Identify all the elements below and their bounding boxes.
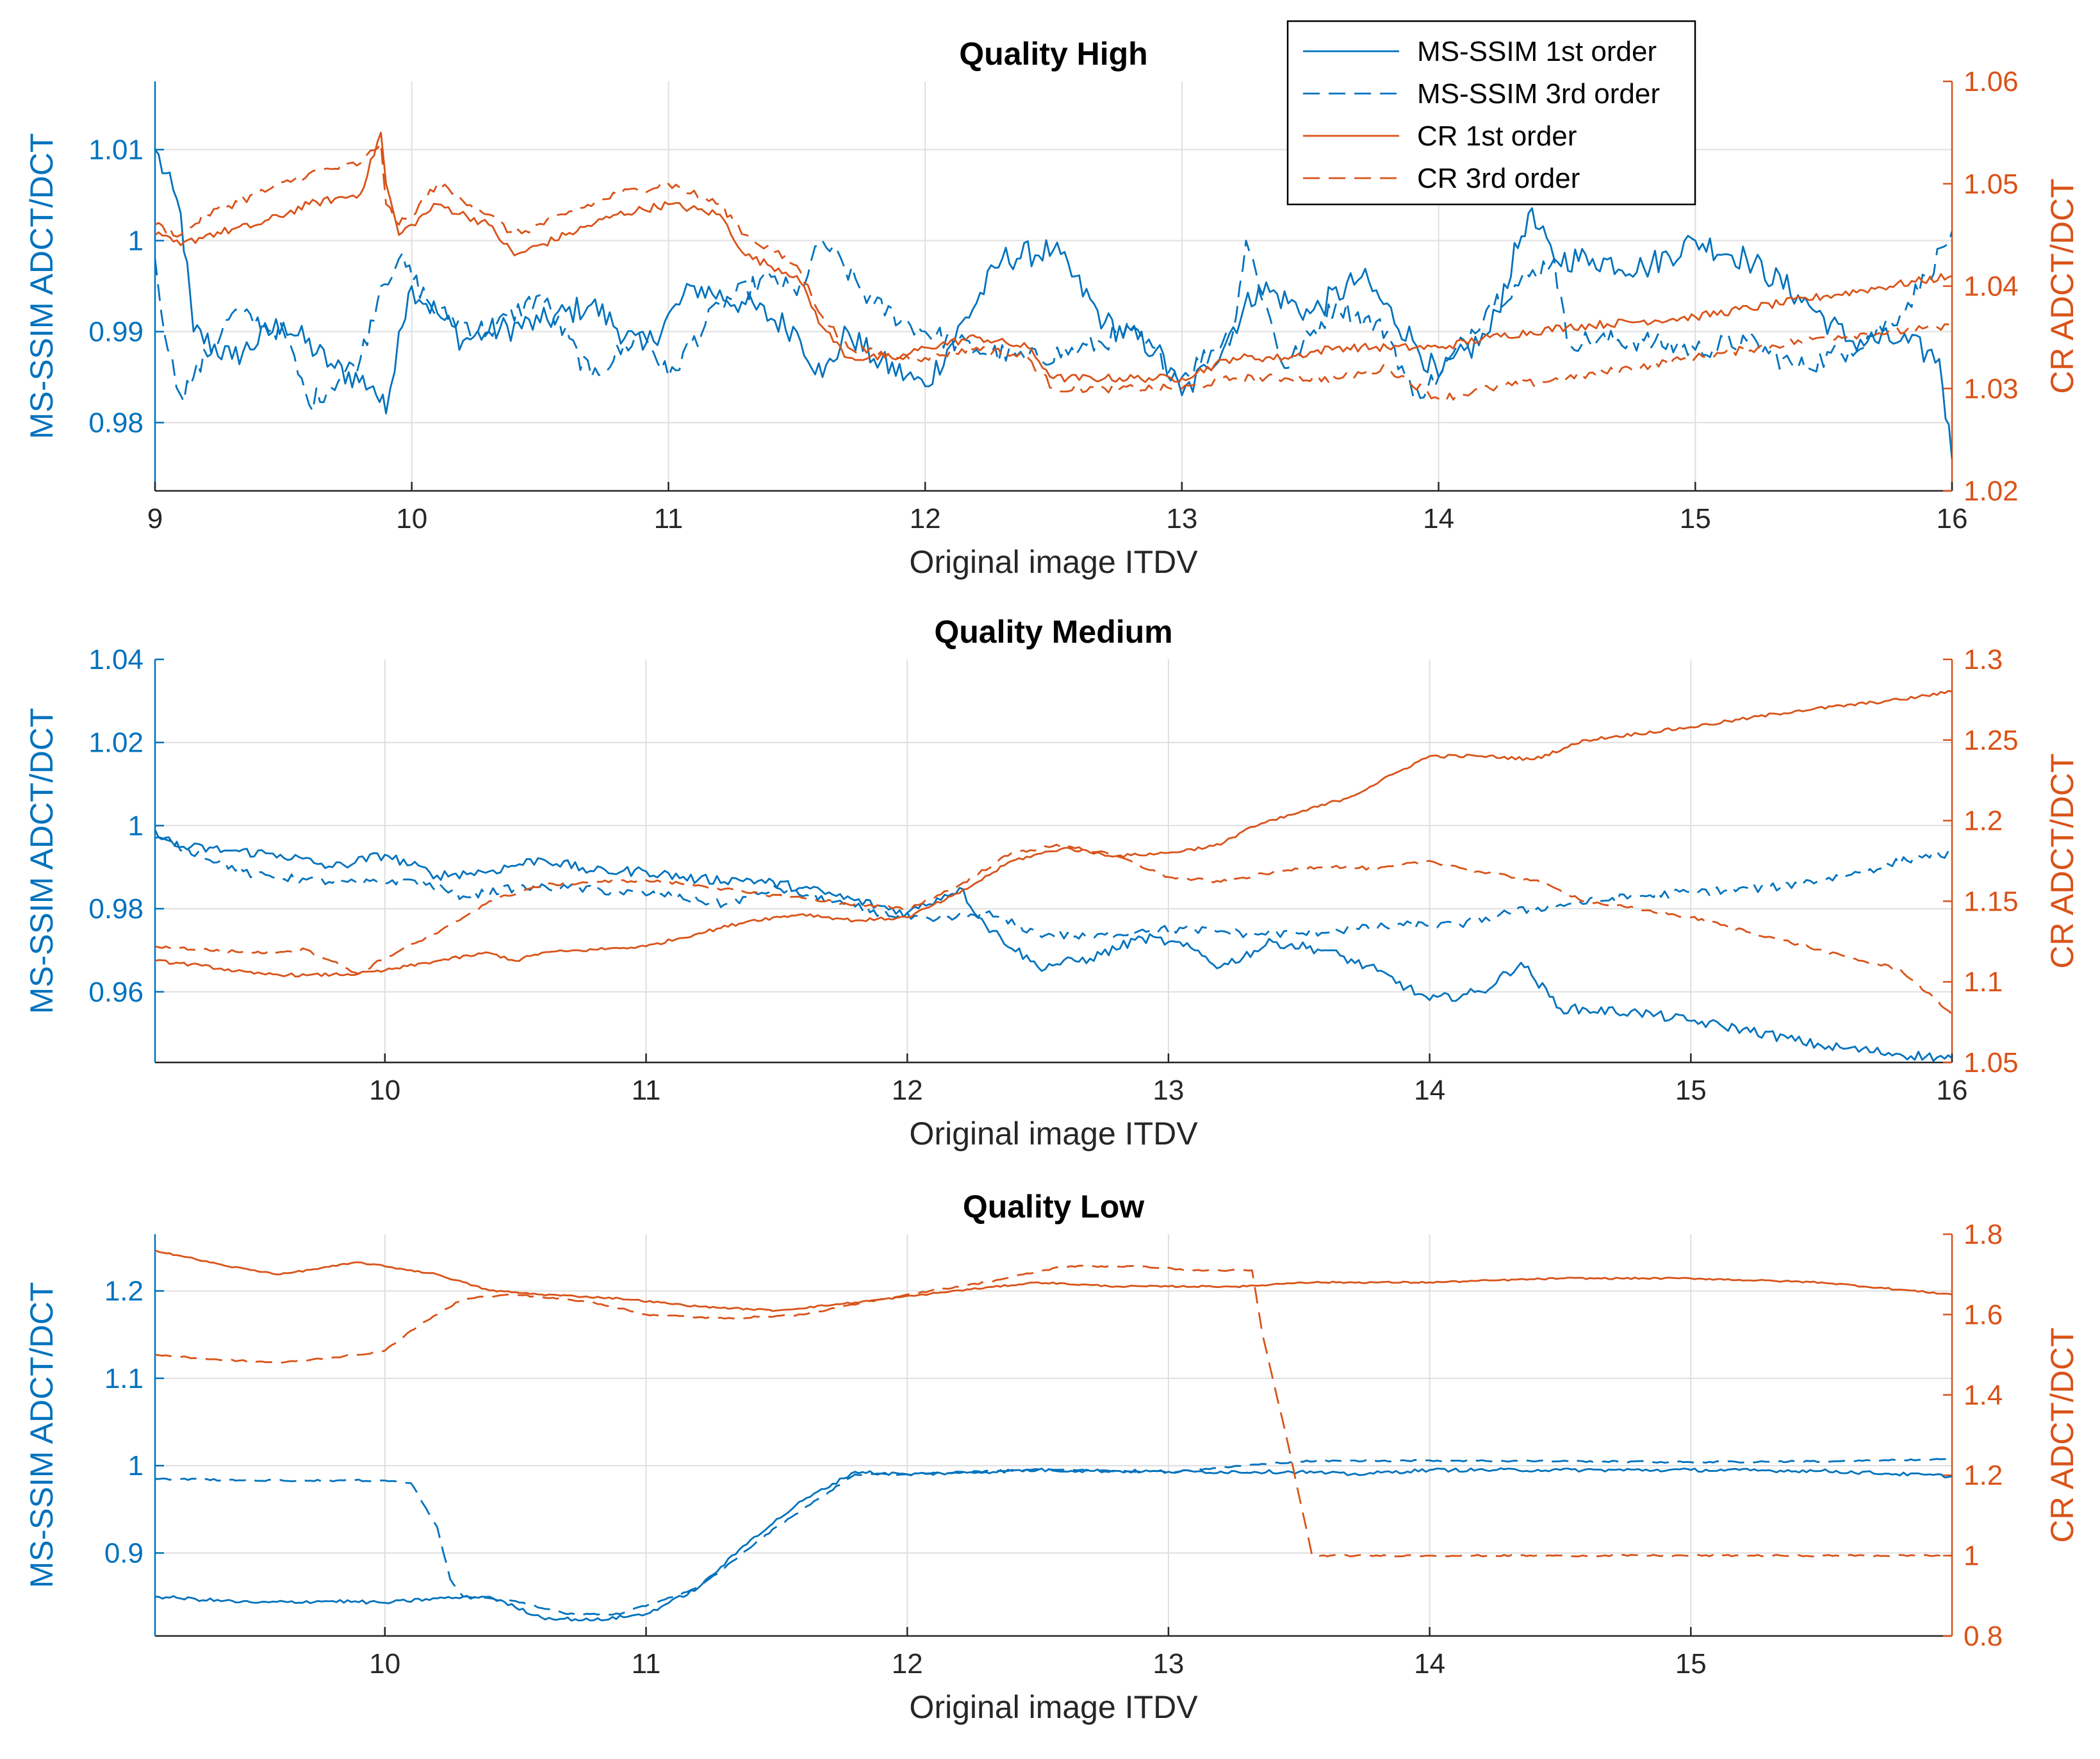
x-tick-label: 13 <box>1153 1648 1184 1680</box>
y-right-tick-label: 1.8 <box>1964 1219 2003 1250</box>
series-ms-ssim-1st-order <box>155 149 1952 459</box>
x-tick-label: 12 <box>910 503 941 534</box>
x-tick-label: 12 <box>892 1075 923 1106</box>
legend-label: CR 1st order <box>1417 120 1577 152</box>
chart-panel-3: 10 11 12 13 14 15 0.9 1 1.1 1.2 0.8 1 1.2 1.4 1.6 1.8 Qu… <box>24 1189 2080 1725</box>
y-left-tick-label: 1 <box>128 226 144 257</box>
legend-label: CR 3rd order <box>1417 163 1580 194</box>
series-cr-1st-order <box>155 1249 1952 1312</box>
y-right-tick-label: 1.04 <box>1964 271 2019 302</box>
y-left-tick-label: 0.96 <box>88 977 144 1008</box>
y-right-axis-label: CR ADCT/DCT <box>2044 753 2080 968</box>
y-left-tick-label: 1.1 <box>104 1363 144 1394</box>
y-right-tick-label: 0.8 <box>1964 1621 2003 1652</box>
y-right-tick-label: 1.1 <box>1964 966 2003 998</box>
x-tick-label: 9 <box>147 503 163 534</box>
y-right-tick-label: 1.06 <box>1964 66 2019 97</box>
x-tick-label: 11 <box>632 1075 661 1106</box>
series-ms-ssim-3rd-order <box>155 231 1952 413</box>
y-left-axis-label: MS-SSIM ADCT/DCT <box>24 1282 60 1589</box>
x-axis-label: Original image ITDV <box>909 1689 1198 1725</box>
x-tick-label: 10 <box>369 1648 400 1680</box>
y-left-axis-label: MS-SSIM ADCT/DCT <box>24 133 60 440</box>
series-cr-1st-order <box>155 690 1952 978</box>
y-right-tick-label: 1.4 <box>1964 1380 2003 1411</box>
series-ms-ssim-1st-order <box>155 1467 1952 1622</box>
x-tick-label: 14 <box>1414 1075 1445 1106</box>
chart-title: Quality High <box>959 36 1147 72</box>
x-tick-label: 16 <box>1937 503 1968 534</box>
y-right-tick-label: 1.25 <box>1964 725 2019 756</box>
y-left-tick-label: 0.98 <box>88 893 144 925</box>
x-tick-label: 16 <box>1937 1075 1968 1106</box>
x-axis-label: Original image ITDV <box>909 544 1198 580</box>
x-tick-label: 10 <box>369 1075 400 1106</box>
y-left-tick-label: 0.99 <box>88 317 144 348</box>
y-right-tick-label: 1.15 <box>1964 886 2019 917</box>
grid <box>155 1234 1952 1636</box>
chart-title: Quality Medium <box>934 614 1172 650</box>
y-left-tick-label: 0.9 <box>104 1538 144 1569</box>
y-right-tick-label: 1.02 <box>1964 475 2019 507</box>
series-ms-ssim-3rd-order <box>155 1458 1952 1616</box>
x-tick-label: 11 <box>632 1648 661 1680</box>
x-tick-label: 10 <box>396 503 427 534</box>
y-right-axis-label: CR ADCT/DCT <box>2044 178 2080 393</box>
y-right-tick-label: 1.6 <box>1964 1299 2003 1330</box>
y-left-tick-label: 1.04 <box>88 644 144 675</box>
x-tick-label: 15 <box>1675 1075 1707 1106</box>
y-right-tick-label: 1.3 <box>1964 644 2003 675</box>
y-right-tick-label: 1 <box>1964 1540 1979 1572</box>
series-ms-ssim-1st-order <box>155 829 1952 1062</box>
x-tick-label: 15 <box>1675 1648 1707 1680</box>
y-left-tick-label: 1.02 <box>88 727 144 759</box>
y-left-tick-label: 1.01 <box>88 135 144 166</box>
series-cr-3rd-order <box>155 142 1952 402</box>
chart-panel-1: 9 10 11 12 13 14 15 16 0.98 0.99 1 1.01 1.02 1.03 1.04… <box>24 36 2080 580</box>
x-tick-label: 11 <box>654 503 684 534</box>
legend: MS-SSIM 1st order MS-SSIM 3rd order CR 1st… <box>1286 20 1696 206</box>
y-right-tick-label: 1.05 <box>1964 169 2019 200</box>
x-axis-label: Original image ITDV <box>909 1116 1198 1152</box>
y-left-tick-label: 1 <box>128 1450 144 1482</box>
x-tick-label: 14 <box>1423 503 1454 534</box>
x-tick-label: 13 <box>1153 1075 1184 1106</box>
series-cr-3rd-order <box>155 1264 1952 1558</box>
grid <box>155 659 1952 1062</box>
y-right-tick-label: 1.2 <box>1964 1460 2003 1491</box>
y-left-tick-label: 1 <box>128 810 144 841</box>
y-left-tick-label: 1.2 <box>104 1276 144 1307</box>
chart-panel-2: 10 11 12 13 14 15 16 0.96 0.98 1 1.02 1.04 1.05 1.1 1.… <box>24 614 2080 1152</box>
x-tick-label: 14 <box>1414 1648 1445 1680</box>
y-right-tick-label: 1.2 <box>1964 805 2003 837</box>
x-tick-label: 13 <box>1166 503 1197 534</box>
x-tick-label: 15 <box>1680 503 1711 534</box>
y-left-axis-label: MS-SSIM ADCT/DCT <box>24 708 60 1014</box>
x-tick-label: 12 <box>892 1648 923 1680</box>
y-left-tick-label: 0.98 <box>88 408 144 439</box>
chart-title: Quality Low <box>963 1189 1144 1225</box>
legend-label: MS-SSIM 3rd order <box>1417 78 1660 110</box>
legend-label: MS-SSIM 1st order <box>1417 36 1657 67</box>
series-ms-ssim-3rd-order <box>155 836 1952 940</box>
series-cr-1st-order <box>155 131 1952 383</box>
y-right-tick-label: 1.03 <box>1964 373 2019 404</box>
series-cr-3rd-order <box>155 843 1952 1015</box>
y-right-axis-label: CR ADCT/DCT <box>2044 1327 2080 1542</box>
y-right-tick-label: 1.05 <box>1964 1047 2019 1078</box>
